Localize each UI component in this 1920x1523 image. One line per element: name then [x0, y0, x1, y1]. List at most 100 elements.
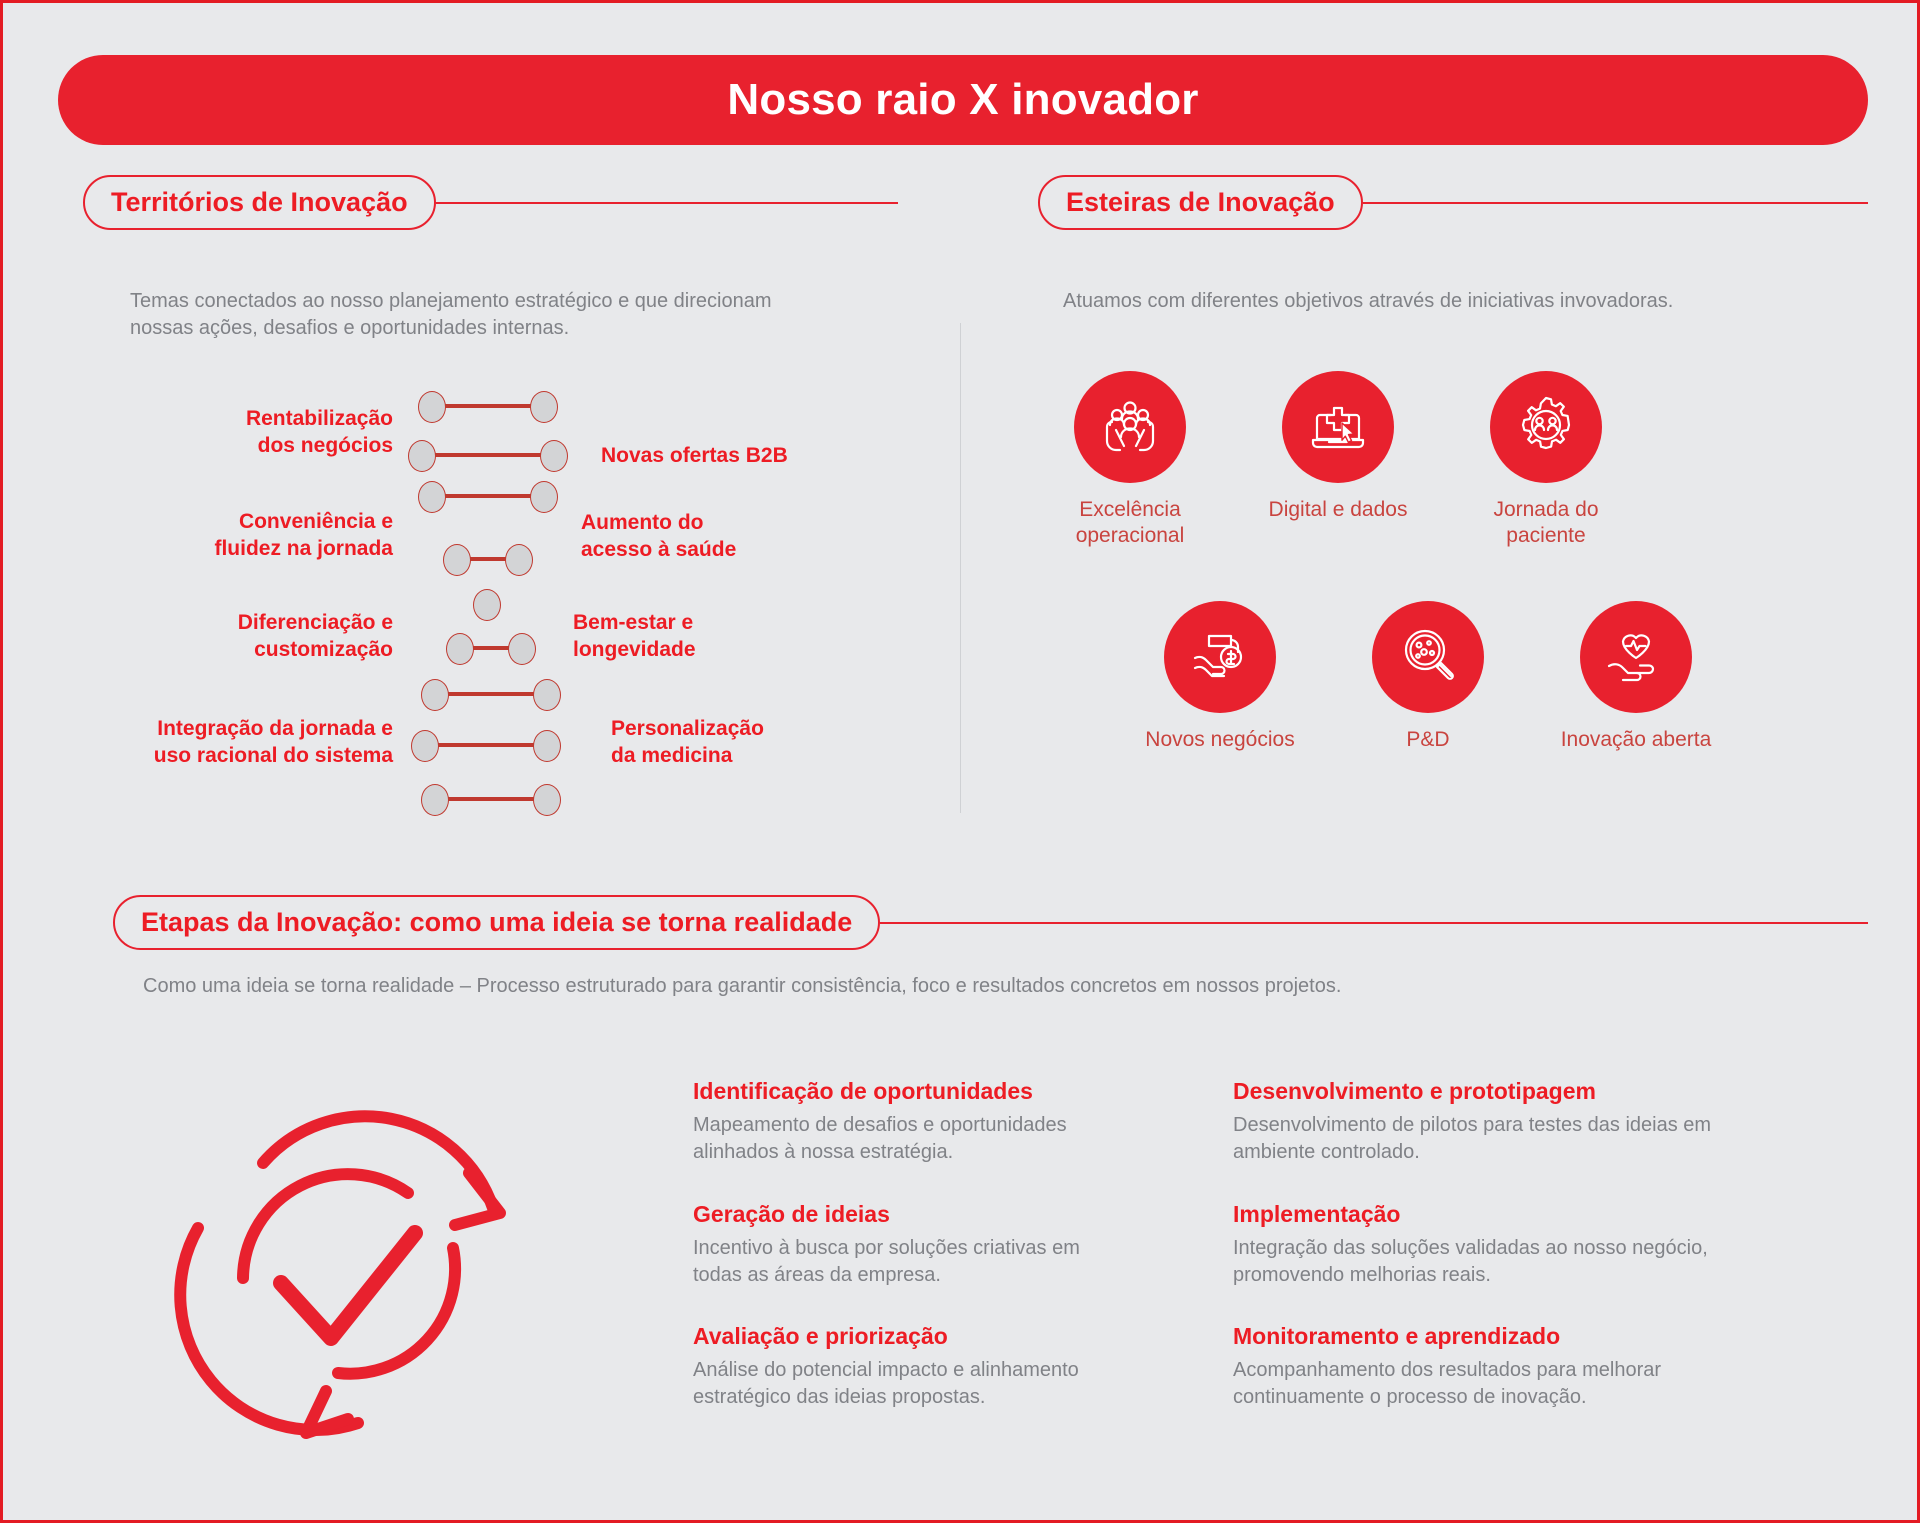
connector-knob-right	[533, 784, 561, 816]
connector-knob-right	[530, 481, 558, 513]
etapa-desenvolvimento-e-prototipagem: Desenvolvimento e prototipagem Desenvolv…	[1233, 1078, 1733, 1165]
etapa-text: Mapeamento de desafios e oportunidades a…	[693, 1114, 1067, 1163]
etapa-text: Análise do potencial impacto e alinhamen…	[693, 1359, 1079, 1408]
gear-people-icon	[1511, 390, 1581, 465]
connector-knob-right	[505, 544, 533, 576]
connector-6	[446, 633, 536, 665]
connector-bar	[434, 692, 548, 696]
etapa-title: Avaliação e priorização	[693, 1323, 948, 1349]
connector-bar	[421, 453, 555, 457]
territorio-label-bem-estar: Bem-estar e longevidade	[573, 611, 696, 661]
esteira-icon-circle	[1282, 371, 1394, 483]
hand-heart-pulse-icon	[1601, 620, 1671, 695]
esteira-label: Novos negócios	[1145, 728, 1295, 751]
territorio-label-diferenciacao: Diferenciação e customização	[237, 611, 393, 661]
etapa-text: Incentivo à busca por soluções criativas…	[693, 1237, 1080, 1286]
connector-knob-left	[418, 391, 446, 423]
territorio-label-conveniencia: Conveniência e fluidez na jornada	[214, 510, 393, 560]
esteiras-description: Atuamos com diferentes objetivos através…	[1063, 290, 1674, 312]
etapa-title: Implementação	[1233, 1201, 1401, 1227]
connector-knob-right	[508, 633, 536, 665]
etapa-title: Monitoramento e aprendizado	[1233, 1323, 1561, 1349]
column-divider	[960, 323, 961, 813]
connector-3	[418, 481, 558, 513]
esteira-item-inovacao-aberta[interactable]: Inovação aberta	[1541, 601, 1731, 753]
etapa-geracao-de-ideias: Geração de ideias Incentivo à busca por …	[693, 1201, 1113, 1288]
territorios-header-rule	[435, 201, 898, 204]
territorio-label-rentabilizacao: Rentabilização dos negócios	[245, 407, 393, 457]
esteira-icon-circle	[1372, 601, 1484, 713]
connector-8	[411, 730, 561, 762]
etapa-avaliacao-e-priorizacao: Avaliação e priorização Análise do poten…	[693, 1323, 1113, 1410]
connector-knob-left	[421, 784, 449, 816]
esteiras-header-rule	[1362, 201, 1868, 204]
esteira-label: Inovação aberta	[1560, 728, 1712, 751]
etapa-identificacao-de-oportunidades: Identificação de oportunidades Mapeament…	[693, 1078, 1113, 1165]
etapa-text: Acompanhamento dos resultados para melho…	[1233, 1359, 1662, 1408]
connector-4	[443, 544, 533, 576]
esteira-label: Jornada do paciente	[1493, 498, 1599, 548]
esteira-icon-circle	[1580, 601, 1692, 713]
connector-knob-left	[446, 633, 474, 665]
connector-knob-right	[530, 391, 558, 423]
connector-knob-left	[418, 481, 446, 513]
esteira-icon-circle	[1074, 371, 1186, 483]
etapa-text: Integração das soluções validadas ao nos…	[1233, 1237, 1708, 1286]
connector-knob-left	[421, 679, 449, 711]
magnifier-petri-dish-icon	[1393, 620, 1463, 695]
esteira-item-novos-negocios[interactable]: Novos negócios	[1125, 601, 1315, 753]
etapa-title: Identificação de oportunidades	[693, 1078, 1033, 1104]
hands-holding-people-icon	[1095, 390, 1165, 465]
connector-bar	[431, 494, 545, 498]
etapa-title: Geração de ideias	[693, 1201, 890, 1227]
connector-knob-left	[411, 730, 439, 762]
esteira-item-digital-e-dados[interactable]: Digital e dados	[1243, 371, 1433, 523]
etapas-description: Como uma ideia se torna realidade – Proc…	[143, 975, 1342, 997]
connector-knob-single	[473, 589, 501, 621]
etapa-text: Desenvolvimento de pilotos para testes d…	[1233, 1114, 1712, 1163]
etapas-heading: Etapas da Inovação: como uma ideia se to…	[113, 895, 881, 950]
etapa-title: Desenvolvimento e prototipagem	[1233, 1078, 1596, 1104]
connector-9	[421, 784, 561, 816]
esteira-item-excelencia-operacional[interactable]: Excelência operacional	[1035, 371, 1225, 550]
etapas-header-rule	[880, 921, 1868, 924]
page-title: Nosso raio X inovador	[727, 75, 1199, 124]
connector-bar	[459, 646, 523, 650]
connector-knob-left	[408, 440, 436, 472]
hand-money-icon	[1185, 620, 1255, 695]
esteira-icon-circle	[1164, 601, 1276, 713]
page-title-banner: Nosso raio X inovador	[58, 55, 1868, 145]
esteira-label: Digital e dados	[1268, 498, 1408, 521]
connector-bar	[456, 557, 520, 561]
territorio-label-aumento-acesso: Aumento do acesso à saúde	[581, 511, 737, 561]
esteira-label: Excelência operacional	[1075, 498, 1185, 548]
territorios-description: Temas conectados ao nosso planejamento e…	[130, 290, 772, 339]
esteiras-heading: Esteiras de Inovação	[1038, 175, 1363, 230]
connector-7	[421, 679, 561, 711]
territorio-label-personalizacao: Personalização da medicina	[611, 717, 764, 767]
territorio-label-integracao: Integração da jornada e uso racional do …	[153, 717, 393, 767]
territorio-label-novas-ofertas: Novas ofertas B2B	[601, 444, 788, 467]
connector-bar	[434, 797, 548, 801]
connector-2	[408, 440, 568, 472]
connector-knob-right	[533, 730, 561, 762]
esteira-label: P&D	[1406, 728, 1450, 751]
connector-knob-right	[533, 679, 561, 711]
territorios-header-row: Territórios de Inovação	[83, 175, 898, 230]
connector-knob-left	[443, 544, 471, 576]
esteira-icon-circle	[1490, 371, 1602, 483]
esteira-item-pd[interactable]: P&D	[1333, 601, 1523, 753]
connector-knob-right	[540, 440, 568, 472]
laptop-medical-cross-cursor-icon	[1303, 390, 1373, 465]
circular-arrows-checkmark-icon	[153, 1033, 543, 1453]
territorios-heading: Territórios de Inovação	[83, 175, 436, 230]
connector-5	[473, 589, 501, 621]
connector-bar	[424, 743, 548, 747]
connector-bar	[431, 404, 545, 408]
esteira-item-jornada-do-paciente[interactable]: Jornada do paciente	[1451, 371, 1641, 550]
esteiras-header-row: Esteiras de Inovação	[1038, 175, 1868, 230]
etapa-monitoramento-e-aprendizado: Monitoramento e aprendizado Acompanhamen…	[1233, 1323, 1733, 1410]
connector-1	[418, 391, 558, 423]
etapa-implementacao: Implementação Integração das soluções va…	[1233, 1201, 1733, 1288]
